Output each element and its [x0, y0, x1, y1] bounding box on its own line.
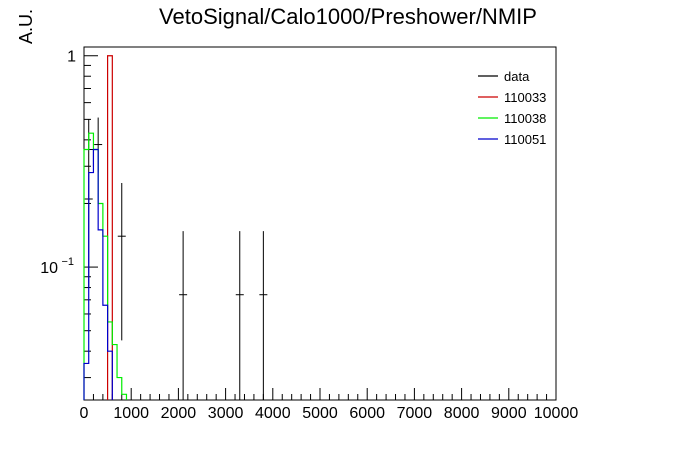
chart-title: VetoSignal/Calo1000/Preshower/NMIP	[159, 4, 537, 29]
y-tick-label: 10	[40, 260, 58, 277]
legend: data 110033 110038 110051	[478, 69, 546, 147]
plot-border	[83, 46, 557, 401]
x-tick-label: 2000	[161, 405, 197, 422]
axes: 0 1000 2000 3000 4000 5000 6000 7000 8000 9000 100…	[40, 49, 578, 422]
x-tick-label: 6000	[349, 405, 385, 422]
x-tick-label: 10000	[534, 405, 579, 422]
legend-label-110033: 110033	[504, 90, 546, 105]
series-110051	[83, 148, 113, 400]
step-line	[107, 55, 113, 400]
legend-label-data: data	[504, 69, 530, 84]
legend-label-110051: 110051	[504, 132, 546, 147]
x-tick-label: 5000	[302, 405, 338, 422]
x-tick-label: 4000	[255, 405, 291, 422]
x-tick-label: 1000	[113, 405, 149, 422]
legend-label-110038: 110038	[504, 111, 546, 126]
y-tick-exponent: −1	[61, 256, 74, 268]
x-tick-label: 8000	[444, 405, 480, 422]
x-tick-label: 3000	[208, 405, 244, 422]
series-110038	[83, 132, 128, 400]
plot-frame	[83, 46, 557, 401]
series-layer	[83, 55, 268, 400]
y-tick-label: 1	[67, 49, 76, 66]
x-tick-label: 9000	[491, 405, 527, 422]
x-tick-label: 7000	[397, 405, 433, 422]
x-tick-label: 0	[80, 405, 89, 422]
step-line	[83, 132, 128, 400]
step-line	[83, 148, 113, 400]
series-110033	[107, 55, 113, 400]
